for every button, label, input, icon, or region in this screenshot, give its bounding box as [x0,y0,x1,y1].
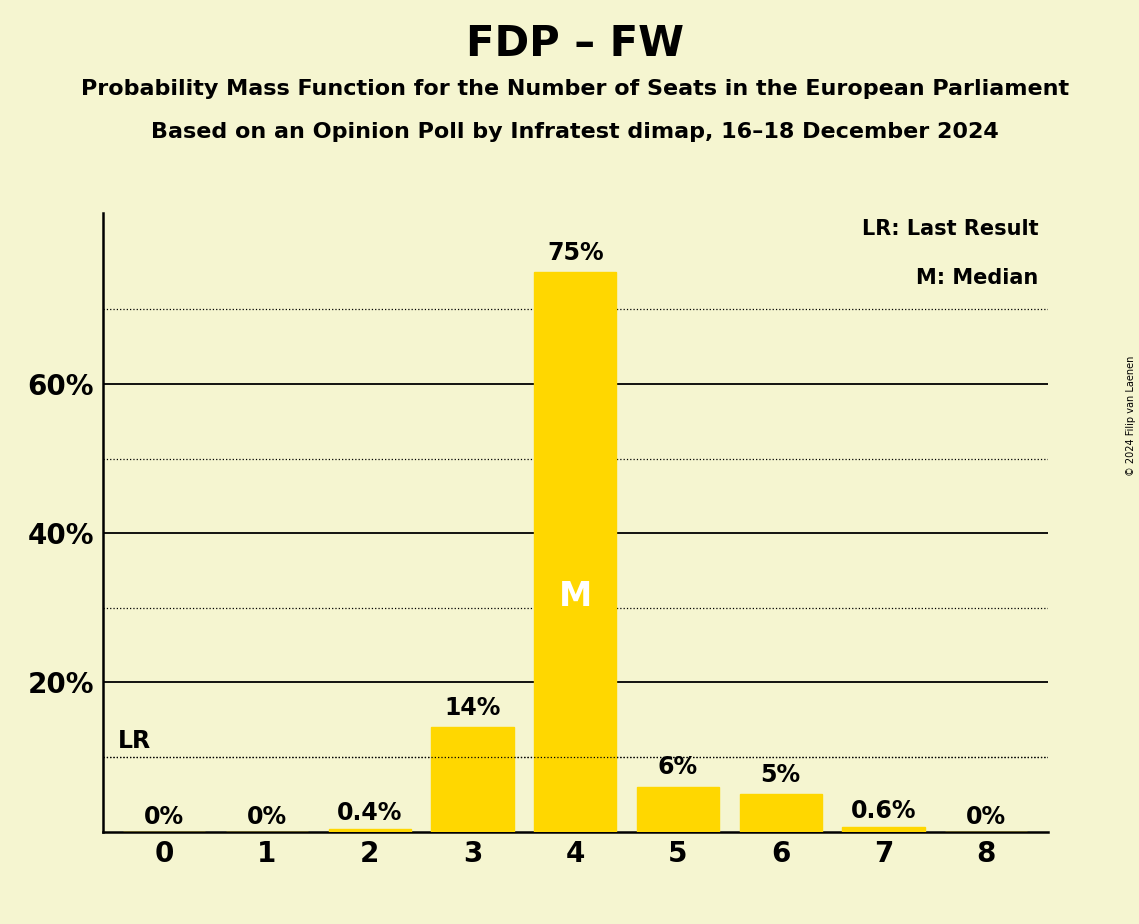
Text: LR: Last Result: LR: Last Result [862,219,1039,238]
Text: 0%: 0% [247,806,287,830]
Text: 0%: 0% [145,806,185,830]
Bar [843,827,925,832]
Text: FDP – FW: FDP – FW [466,23,685,65]
Text: M: Median: M: Median [916,268,1039,288]
Bar [534,273,616,832]
Bar [432,727,514,832]
Text: © 2024 Filip van Laenen: © 2024 Filip van Laenen [1126,356,1136,476]
Text: 0%: 0% [966,806,1006,830]
Bar [328,829,411,832]
Text: 0.4%: 0.4% [337,801,402,825]
Text: 0.6%: 0.6% [851,799,916,823]
Text: LR: LR [118,728,151,752]
Bar [739,795,822,832]
Text: 5%: 5% [761,763,801,787]
Text: 75%: 75% [547,241,604,265]
Text: M: M [558,580,592,614]
Text: Probability Mass Function for the Number of Seats in the European Parliament: Probability Mass Function for the Number… [81,79,1070,99]
Text: 6%: 6% [658,756,698,779]
Text: Based on an Opinion Poll by Infratest dimap, 16–18 December 2024: Based on an Opinion Poll by Infratest di… [151,122,999,142]
Bar [637,787,719,832]
Text: 14%: 14% [444,696,501,720]
